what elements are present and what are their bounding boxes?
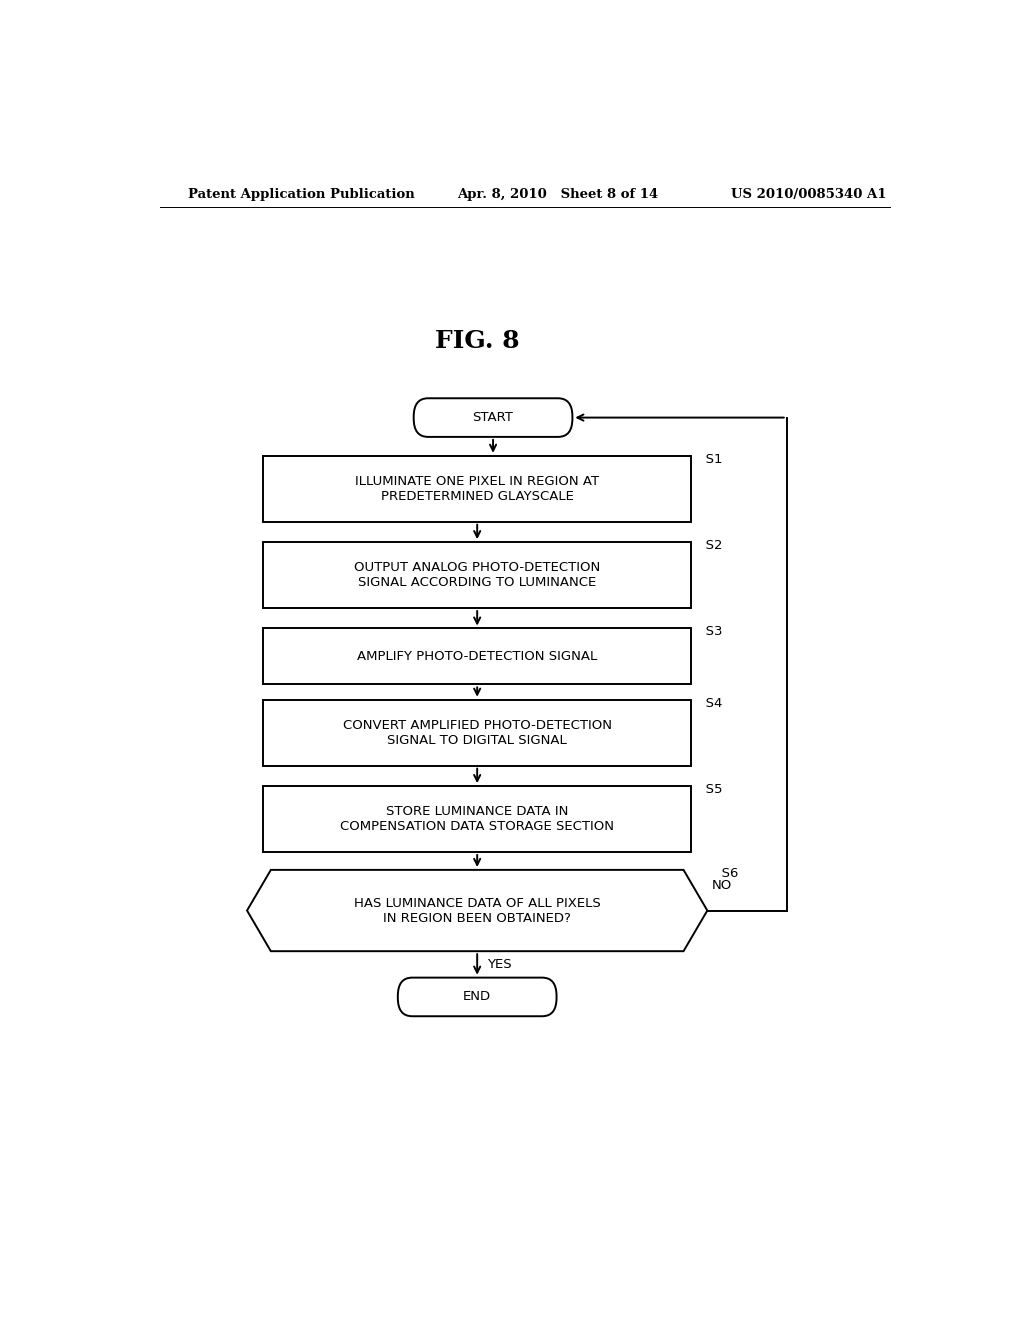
Text: US 2010/0085340 A1: US 2010/0085340 A1: [731, 189, 887, 202]
Text: YES: YES: [486, 958, 511, 972]
Text: Apr. 8, 2010   Sheet 8 of 14: Apr. 8, 2010 Sheet 8 of 14: [458, 189, 658, 202]
Text: END: END: [463, 990, 492, 1003]
Text: S5: S5: [703, 783, 723, 796]
Bar: [263, 455, 691, 521]
Text: NO: NO: [712, 879, 731, 892]
Bar: [263, 785, 691, 853]
Text: S1: S1: [703, 453, 723, 466]
Text: STORE LUMINANCE DATA IN
COMPENSATION DATA STORAGE SECTION: STORE LUMINANCE DATA IN COMPENSATION DAT…: [340, 805, 614, 833]
Text: Patent Application Publication: Patent Application Publication: [187, 189, 415, 202]
Text: S3: S3: [703, 626, 723, 639]
Bar: [263, 700, 691, 766]
Bar: [263, 543, 691, 609]
Text: ILLUMINATE ONE PIXEL IN REGION AT
PREDETERMINED GLAYSCALE: ILLUMINATE ONE PIXEL IN REGION AT PREDET…: [355, 475, 599, 503]
Text: S6: S6: [719, 867, 738, 880]
Text: START: START: [473, 411, 513, 424]
FancyBboxPatch shape: [414, 399, 572, 437]
FancyBboxPatch shape: [397, 978, 557, 1016]
Text: S4: S4: [703, 697, 723, 710]
Text: S2: S2: [703, 539, 723, 552]
Text: HAS LUMINANCE DATA OF ALL PIXELS
IN REGION BEEN OBTAINED?: HAS LUMINANCE DATA OF ALL PIXELS IN REGI…: [354, 896, 600, 924]
Text: OUTPUT ANALOG PHOTO-DETECTION
SIGNAL ACCORDING TO LUMINANCE: OUTPUT ANALOG PHOTO-DETECTION SIGNAL ACC…: [354, 561, 600, 589]
Text: CONVERT AMPLIFIED PHOTO-DETECTION
SIGNAL TO DIGITAL SIGNAL: CONVERT AMPLIFIED PHOTO-DETECTION SIGNAL…: [343, 718, 611, 747]
Polygon shape: [247, 870, 708, 952]
Text: AMPLIFY PHOTO-DETECTION SIGNAL: AMPLIFY PHOTO-DETECTION SIGNAL: [357, 649, 597, 663]
Bar: [263, 628, 691, 684]
Text: FIG. 8: FIG. 8: [435, 330, 519, 354]
